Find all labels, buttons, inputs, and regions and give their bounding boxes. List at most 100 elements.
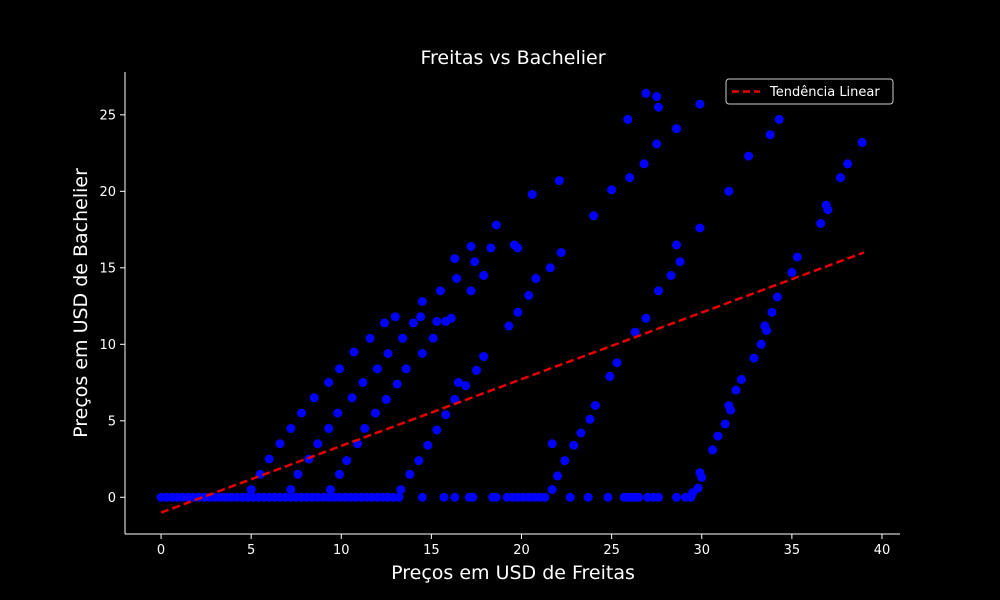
data-point [491,492,501,502]
data-point [326,485,335,495]
data-point [576,428,586,438]
data-point [726,405,736,415]
x-tick-label: 35 [784,543,801,558]
data-point [695,223,705,233]
data-point [479,352,489,361]
data-point [547,439,557,449]
data-point [468,492,478,502]
x-ticks: 0 5 10 15 20 25 30 35 40 [157,534,890,558]
x-tick-label: 10 [333,543,350,558]
data-point [767,307,777,317]
data-point [450,492,460,502]
data-point [720,419,730,429]
data-point [432,316,442,326]
data-point [641,88,651,98]
data-point [335,364,344,374]
data-point [372,364,382,374]
data-point [589,211,599,221]
data-point [416,312,426,322]
data-point [843,159,853,169]
data-point [724,186,734,196]
data-point [297,408,307,418]
data-point [654,102,663,112]
data-point [513,307,523,317]
trend-layer [160,251,865,514]
data-point [585,414,595,424]
data-point [553,471,563,481]
data-point [380,318,389,328]
legend-box [725,78,894,105]
data-point [857,137,867,147]
data-point [360,423,370,433]
data-point [540,492,550,502]
x-tick-label: 30 [693,543,710,558]
data-point [486,243,496,253]
data-point [381,394,391,404]
data-point [450,394,460,404]
data-point [630,327,640,337]
data-point [450,254,460,264]
y-tick-label: 5 [108,414,116,429]
data-point [607,185,617,195]
data-point [472,365,481,375]
data-point [787,267,797,277]
legend: Tendência Linear [725,78,894,105]
data-point [762,326,772,335]
points-layer [156,88,867,502]
data-point [396,485,406,495]
data-point [335,469,344,479]
data-point [479,271,489,280]
data-point [452,274,462,283]
data-point [556,248,566,257]
x-tick-label: 40 [874,543,891,558]
x-tick-label: 5 [247,543,255,558]
data-point [513,243,523,253]
chart-title: Freitas vs Bachelier [420,47,605,69]
data-point [590,401,600,410]
data-point [414,456,424,466]
legend-label-trend: Tendência Linear [769,85,880,100]
data-point [417,297,427,306]
data-point [342,456,352,466]
y-axis-label: Preços em USD de Bachelier [70,168,92,438]
data-point [398,333,408,343]
data-point [324,378,334,387]
data-point [309,393,319,403]
data-point [441,410,451,420]
data-point [470,257,480,267]
data-point [744,151,754,161]
y-tick-label: 25 [99,108,116,123]
data-point [547,485,557,495]
data-point [736,375,746,384]
data-point [641,313,651,323]
data-point [675,257,685,267]
data-point [349,347,359,357]
y-tick-label: 20 [99,185,116,200]
data-point [246,485,256,495]
y-tick-label: 10 [99,338,116,353]
data-point [672,240,681,250]
data-point [264,454,274,464]
data-point [792,252,802,262]
data-point [423,440,433,450]
data-point [774,114,784,124]
data-point [836,173,845,183]
data-point [623,114,633,124]
data-point [358,378,368,387]
x-tick-label: 25 [603,543,620,558]
data-point [417,492,427,502]
data-point [333,408,343,418]
axes-layer [124,72,900,535]
data-point [634,492,644,502]
y-ticks: 0 5 10 15 20 25 [99,108,125,506]
data-point [504,321,514,331]
data-point [697,472,707,482]
data-point [466,286,476,296]
data-point [491,220,501,230]
x-tick-label: 20 [513,543,530,558]
y-tick-label: 15 [99,261,116,276]
data-point [286,485,296,495]
data-point [666,271,676,280]
data-point [466,241,476,251]
